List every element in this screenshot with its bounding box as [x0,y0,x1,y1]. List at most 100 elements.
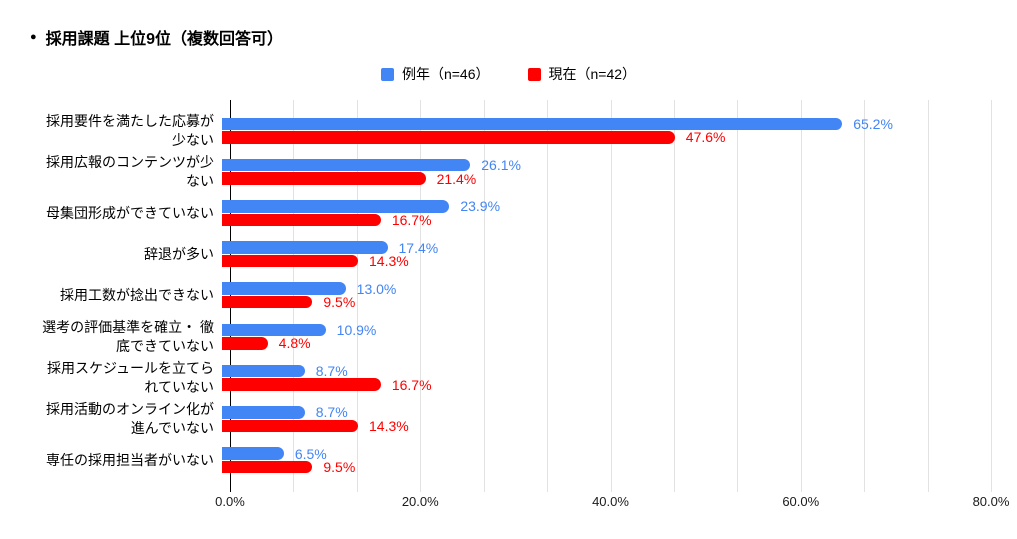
gridline [547,100,549,492]
x-axis-tick-label: 80.0% [972,494,1010,509]
bar-value-label: 10.9% [336,321,377,338]
bar-line-reinen: 8.7% [222,363,1009,380]
category-label: 採用要件を満たした応募が 少ない [46,112,214,148]
chart-row: 採用スケジュールを立てら れていない 8.7% 16.7% [0,357,1017,398]
gridline [356,100,358,492]
x-axis-tick-label: 20.0% [401,494,439,509]
bar-value-label: 26.1% [481,157,521,174]
bar-value-label: 9.5% [323,459,356,476]
bar-value-label: 8.7% [315,404,348,421]
bar-line-reinen: 8.7% [222,404,1009,421]
category-label: 辞退が多い [144,245,214,262]
gridline [420,100,422,492]
bar-group: 8.7% 16.7% [222,363,1009,393]
title-bullet-icon: ● [30,30,37,43]
x-axis-tick-label: 60.0% [782,494,820,509]
bar-reinen[interactable] [222,323,326,337]
bar-line-genzai: 9.5% [222,459,1009,476]
legend-item[interactable]: 現在（n=42） [527,64,636,84]
bar-value-label: 16.7% [391,376,432,393]
bar-line-genzai: 16.7% [222,376,1009,393]
bar-genzai[interactable] [222,172,426,185]
bar-group: 6.5% 9.5% [222,446,1009,476]
bar-value-label: 17.4% [398,239,439,256]
bar-value-label: 13.0% [356,280,397,297]
legend: 例年（n=46） 現在（n=42） [0,64,1017,84]
bar-group: 65.2% 47.6% [222,115,1009,146]
bar-value-label: 23.9% [460,198,501,215]
category-label: 採用活動のオンライン化が 進んでいない [46,401,214,437]
bar-line-reinen: 6.5% [222,446,1009,462]
bar-reinen[interactable] [222,117,843,131]
bar-value-label: 9.5% [323,294,356,311]
x-axis-tick-label: 40.0% [592,494,629,509]
gridline [800,100,802,492]
bar-line-genzai: 21.4% [222,170,1009,187]
chart-row: 採用活動のオンライン化が 進んでいない 8.7% 14.3% [0,399,1017,440]
bar-group: 26.1% 21.4% [222,157,1009,187]
bar-genzai[interactable] [222,419,359,433]
legend-swatch [527,67,541,81]
bar-group: 10.9% 4.8% [222,321,1009,352]
bar-genzai[interactable] [222,460,313,474]
bar-value-label: 4.8% [278,335,311,352]
bar-value-label: 16.7% [391,211,432,228]
bar-genzai[interactable] [222,131,675,144]
bar-reinen[interactable] [222,241,388,254]
chart-row: 専任の採用担当者がいない 6.5% 9.5% [0,440,1017,481]
gridline [927,100,929,492]
bar-line-reinen: 17.4% [222,239,1009,256]
chart-title-row: ● 採用課題 上位9位（複数回答可） [30,25,283,49]
bar-genzai[interactable] [222,254,359,268]
category-label: 選考の評価基準を確立・ 徹 底できていない [42,318,214,354]
x-axis-tick-label: 0.0% [215,494,245,509]
bar-value-label: 21.4% [436,170,477,187]
bar-reinen[interactable] [222,158,471,172]
bar-genzai[interactable] [222,213,381,227]
category-label: 専任の採用担当者がいない [46,451,214,468]
chart-row: 辞退が多い 17.4% 14.3% [0,234,1017,275]
bar-value-label: 14.3% [369,253,409,270]
bar-reinen[interactable] [222,200,450,213]
bar-group: 8.7% 14.3% [222,404,1009,434]
gridline [737,100,739,492]
bar-line-reinen: 10.9% [222,321,1009,338]
bar-reinen[interactable] [222,447,284,460]
bar-line-genzai: 16.7% [222,211,1009,228]
bar-line-reinen: 13.0% [222,280,1009,297]
chart-rows: 採用要件を満たした応募が 少ない 65.2% 47.6% 採用広報のコンテンツが少 な… [0,110,1017,481]
chart-row: 採用広報のコンテンツが少 ない 26.1% 21.4% [0,151,1017,192]
gridline [991,100,992,492]
bar-value-label: 8.7% [315,363,348,380]
bar-line-genzai: 14.3% [222,417,1009,434]
chart-row: 採用工数が捻出できない 13.0% 9.5% [0,275,1017,316]
bar-line-genzai: 14.3% [222,253,1009,270]
gridline [673,100,675,492]
legend-item[interactable]: 例年（n=46） [380,64,490,84]
bar-line-reinen: 65.2% [222,115,1009,132]
bar-line-genzai: 4.8% [222,335,1009,352]
chart-row: 母集団形成ができていない 23.9% 16.7% [0,192,1017,233]
bar-reinen[interactable] [222,282,346,295]
category-label: 採用スケジュールを立てら れていない [46,359,214,395]
bar-genzai[interactable] [222,337,268,350]
bar-value-label: 65.2% [853,115,893,132]
bar-line-reinen: 23.9% [222,198,1009,215]
bar-reinen[interactable] [222,364,305,378]
gridline [483,100,485,492]
bar-line-reinen: 26.1% [222,157,1009,174]
chart-row: 選考の評価基準を確立・ 徹 底できていない 10.9% 4.8% [0,316,1017,357]
bar-group: 17.4% 14.3% [222,239,1009,270]
bar-value-label: 47.6% [685,129,726,146]
bar-group: 13.0% 9.5% [222,280,1009,311]
bar-genzai[interactable] [222,378,381,391]
bar-genzai[interactable] [222,295,313,309]
legend-label: 例年（n=46） [401,66,490,82]
bar-line-genzai: 47.6% [222,129,1009,146]
gridline [864,100,866,492]
category-label: 採用広報のコンテンツが少 ない [46,153,214,189]
bar-line-genzai: 9.5% [222,294,1009,311]
bar-value-label: 14.3% [369,417,409,434]
chart-title: 採用課題 上位9位（複数回答可） [45,31,284,48]
bar-reinen[interactable] [222,406,305,419]
